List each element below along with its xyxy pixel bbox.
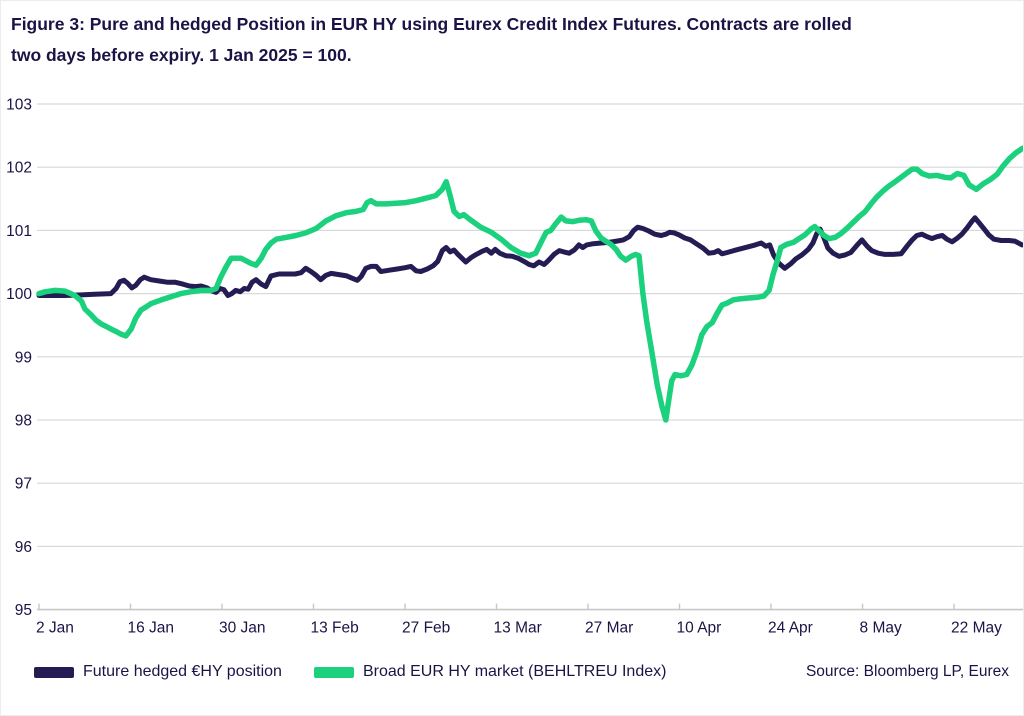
x-axis-tick-label: 10 Apr <box>677 620 722 637</box>
y-axis-tick-label: 103 <box>6 97 32 114</box>
legend-label-hedged-position: Future hedged €HY position <box>83 663 282 680</box>
y-axis-tick-label: 100 <box>6 286 32 303</box>
x-axis-tick-label: 13 Mar <box>494 620 542 637</box>
x-axis-tick-label: 27 Mar <box>585 620 633 637</box>
x-axis-tick-label: 22 May <box>951 620 1002 637</box>
legend-item-broad-market: Broad EUR HY market (BEHLTREU Index) <box>313 663 667 681</box>
y-axis-tick-label: 99 <box>15 349 32 366</box>
x-axis-tick-label: 16 Jan <box>128 620 175 637</box>
y-axis-tick-label: 98 <box>15 413 32 430</box>
series-line-broad-market <box>36 145 1023 423</box>
y-axis-tick-label: 96 <box>15 539 32 556</box>
chart-legend: Future hedged €HY position Broad EUR HY … <box>34 663 1009 681</box>
x-axis-tick-label: 27 Feb <box>402 620 450 637</box>
x-axis-tick-label: 30 Jan <box>219 620 266 637</box>
chart-title: Figure 3: Pure and hedged Position in EU… <box>11 9 971 71</box>
series-line-future-hedged <box>36 215 1023 298</box>
y-axis-tick-label: 101 <box>6 223 32 240</box>
y-axis-tick-label: 102 <box>6 160 32 177</box>
legend-item-hedged-position: Future hedged €HY position <box>34 663 282 681</box>
legend-swatch-green <box>313 666 354 678</box>
x-axis-tick-label: 2 Jan <box>36 620 74 637</box>
legend-swatch-navy <box>34 666 74 678</box>
chart-title-line-2: two days before expiry. 1 Jan 2025 = 100… <box>11 45 352 65</box>
line-chart-plot-area: 95 96 97 98 99 100 101 102 103 2 Jan 16 Jan 30 Jan 1… <box>6 97 1023 637</box>
legend-label-broad-market: Broad EUR HY market (BEHLTREU Index) <box>362 663 667 680</box>
x-axis-tick-label: 8 May <box>860 620 902 637</box>
y-axis-tick-label: 95 <box>15 602 32 619</box>
x-axis-tick-label: 13 Feb <box>311 620 359 637</box>
chart-title-line-1: Figure 3: Pure and hedged Position in EU… <box>11 14 852 34</box>
source-attribution: Source: Bloomberg LP, Eurex <box>805 663 1009 680</box>
x-axis-tick-label: 24 Apr <box>768 620 813 637</box>
y-axis-tick-label: 97 <box>15 476 32 493</box>
